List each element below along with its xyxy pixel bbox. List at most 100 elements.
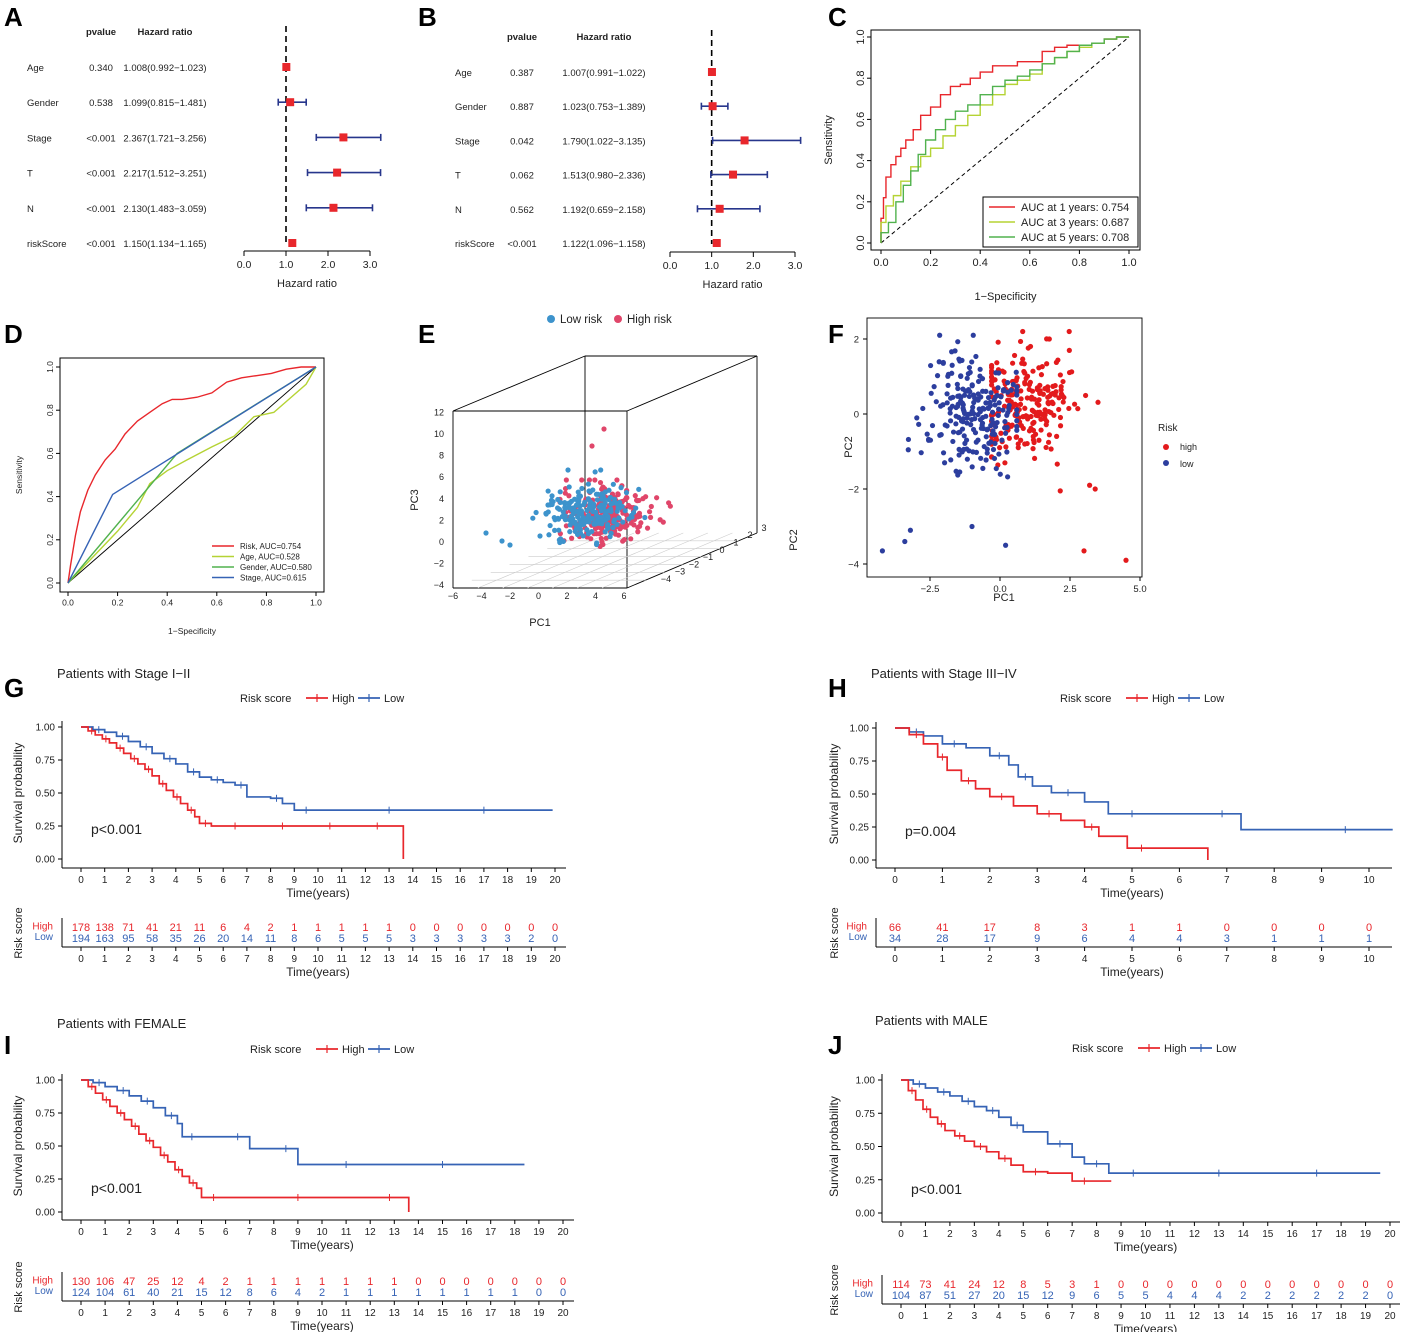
pca2d-point-low xyxy=(947,406,953,412)
legend-label: Low xyxy=(394,1044,414,1056)
risk-table-tick-label: 5 xyxy=(1020,1311,1026,1322)
pca2d-point-low xyxy=(989,416,995,422)
pca2d-point-high xyxy=(1029,388,1036,394)
pca2d-point-low xyxy=(949,362,955,368)
z-tick-label: 12 xyxy=(434,407,444,417)
pca2d-point-low xyxy=(992,402,998,408)
risk-table-tick-label: 13 xyxy=(389,1308,401,1319)
pca2d-point-low xyxy=(977,417,984,423)
risk-table-tick-label: 4 xyxy=(996,1311,1002,1322)
x-tick-label: 3.0 xyxy=(788,260,803,272)
risk-table-tick-label: 5 xyxy=(199,1308,205,1319)
pca2d-point-low xyxy=(929,422,936,429)
row-hazard-ratio: 1.790(1.022−3.135) xyxy=(562,136,645,147)
risk-table-cell-high: 3 xyxy=(1082,922,1088,934)
roc-plot-D: 0.0 0.2 0.4 0.6 0.8 1.0 0.0 0.2 0.4 0.6 0.8 1.0 Sens… xyxy=(14,357,325,636)
x-tick-label: 7 xyxy=(1224,875,1230,886)
panel-letter-F: F xyxy=(828,319,844,349)
panel-letter-A: A xyxy=(4,2,23,32)
risk-table-cell-low: 5 xyxy=(386,933,392,945)
pca3d-point-high xyxy=(562,490,568,496)
risk-table-cell-high: 114 xyxy=(892,1279,910,1291)
risk-table-x-label: Time(years) xyxy=(1100,965,1164,979)
z-tick-label: 2 xyxy=(439,515,444,525)
pca2d-point-high xyxy=(1082,392,1089,399)
risk-table-cell-low: 14 xyxy=(241,933,253,945)
floor-grid xyxy=(477,532,610,589)
y-axis-label: PC2 xyxy=(788,529,800,550)
pca2d-point-low xyxy=(970,404,976,410)
x-tick-label: 8 xyxy=(1271,875,1277,886)
pca2d-point-low xyxy=(985,394,992,401)
row-pvalue: 0.387 xyxy=(510,68,534,79)
pca2d-point-high xyxy=(1060,399,1066,405)
x-axis-label: 1−Specificity xyxy=(168,626,217,636)
x-tick-label: 2 xyxy=(564,591,569,601)
risk-table-tick-label: 9 xyxy=(295,1308,301,1319)
risk-table-row-label: Low xyxy=(35,932,54,943)
risk-table-cell-high: 12 xyxy=(171,1276,183,1288)
risk-table-y-label: Risk score xyxy=(13,1261,25,1312)
risk-table-tick-label: 12 xyxy=(365,1308,377,1319)
risk-table-cell-high: 0 xyxy=(560,1276,566,1288)
p-value: p<0.001 xyxy=(911,1181,962,1197)
pca2d-point-high xyxy=(1017,401,1024,407)
y-tick-label: 0.25 xyxy=(36,1175,56,1186)
x-tick-label: 15 xyxy=(1262,1229,1274,1240)
risk-table-tick-label: 16 xyxy=(461,1308,473,1319)
risk-table-tick-label: 7 xyxy=(247,1308,253,1319)
pca3d-point-low xyxy=(611,517,617,523)
pca3d-point-high xyxy=(647,514,654,521)
pca2d-point-low xyxy=(977,366,983,372)
x-tick-label: 4 xyxy=(996,1229,1002,1240)
x-tick-label: 3 xyxy=(972,1229,978,1240)
risk-table-x-label: Time(years) xyxy=(286,965,350,979)
pca2d-point-low xyxy=(975,411,981,418)
legend-dot-high xyxy=(614,315,622,323)
pca3d-point-low xyxy=(606,497,612,503)
pca3d-point-low xyxy=(499,538,505,544)
pca3d-point-high xyxy=(646,509,653,515)
pca2d-point-high xyxy=(1028,425,1034,431)
plot-title: Patients with Stage I−II xyxy=(57,666,190,681)
pca2d-point-low xyxy=(972,430,979,436)
risk-table-x-label: Time(years) xyxy=(1114,1322,1178,1332)
z-tick-label: −2 xyxy=(434,559,444,569)
risk-table-cell-low: 1 xyxy=(464,1287,470,1299)
pca3d-point-high xyxy=(586,477,593,483)
risk-table-tick-label: 14 xyxy=(413,1308,425,1319)
pca3d-point-low xyxy=(576,502,582,508)
risk-table-tick-label: 8 xyxy=(271,1308,277,1319)
pca2d-point-low xyxy=(1005,380,1011,386)
row-hazard-ratio: 1.513(0.980−2.336) xyxy=(562,171,645,182)
risk-table-cell-high: 0 xyxy=(536,1276,542,1288)
x-tick-label: −2.5 xyxy=(921,584,940,595)
risk-table-cell-high: 21 xyxy=(170,922,182,934)
pca3d-point-low xyxy=(562,499,568,506)
pca3d-point-low xyxy=(555,496,561,503)
roc-plot-C: 0.0 0.2 0.4 0.6 0.8 1.0 0.0 0.2 0.4 0.6 0.8 1.0 Sens… xyxy=(823,29,1141,303)
pca2d-point-high xyxy=(1030,368,1036,374)
pca2d-point-high xyxy=(1060,378,1066,385)
pca3d-point-high xyxy=(563,477,569,483)
risk-table-cell-high: 0 xyxy=(1366,922,1372,934)
pca2d-point-low xyxy=(991,455,998,462)
pca2d-point-low xyxy=(902,538,908,545)
km-curve-low xyxy=(81,1079,525,1166)
x-tick-label: 3 xyxy=(151,1227,157,1238)
pca2d-point-low xyxy=(961,446,967,452)
pca3d-point-high xyxy=(566,493,572,499)
legend-title: Risk score xyxy=(240,693,291,705)
pca3d-point-high xyxy=(628,536,634,542)
risk-table-tick-label: 9 xyxy=(1319,954,1325,965)
km-curve-high xyxy=(81,726,405,859)
pca3d-point-low xyxy=(586,496,592,503)
pca2d-point-high xyxy=(1028,396,1035,402)
pca3d-point-low xyxy=(572,496,578,502)
pca2d-point-high xyxy=(998,430,1004,436)
x-axis-label: PC1 xyxy=(993,592,1014,604)
pca3d-point-low xyxy=(597,514,603,520)
row-name: N xyxy=(455,205,462,216)
x-tick-label: 5 xyxy=(197,875,203,886)
risk-table-cell-high: 41 xyxy=(146,922,158,934)
